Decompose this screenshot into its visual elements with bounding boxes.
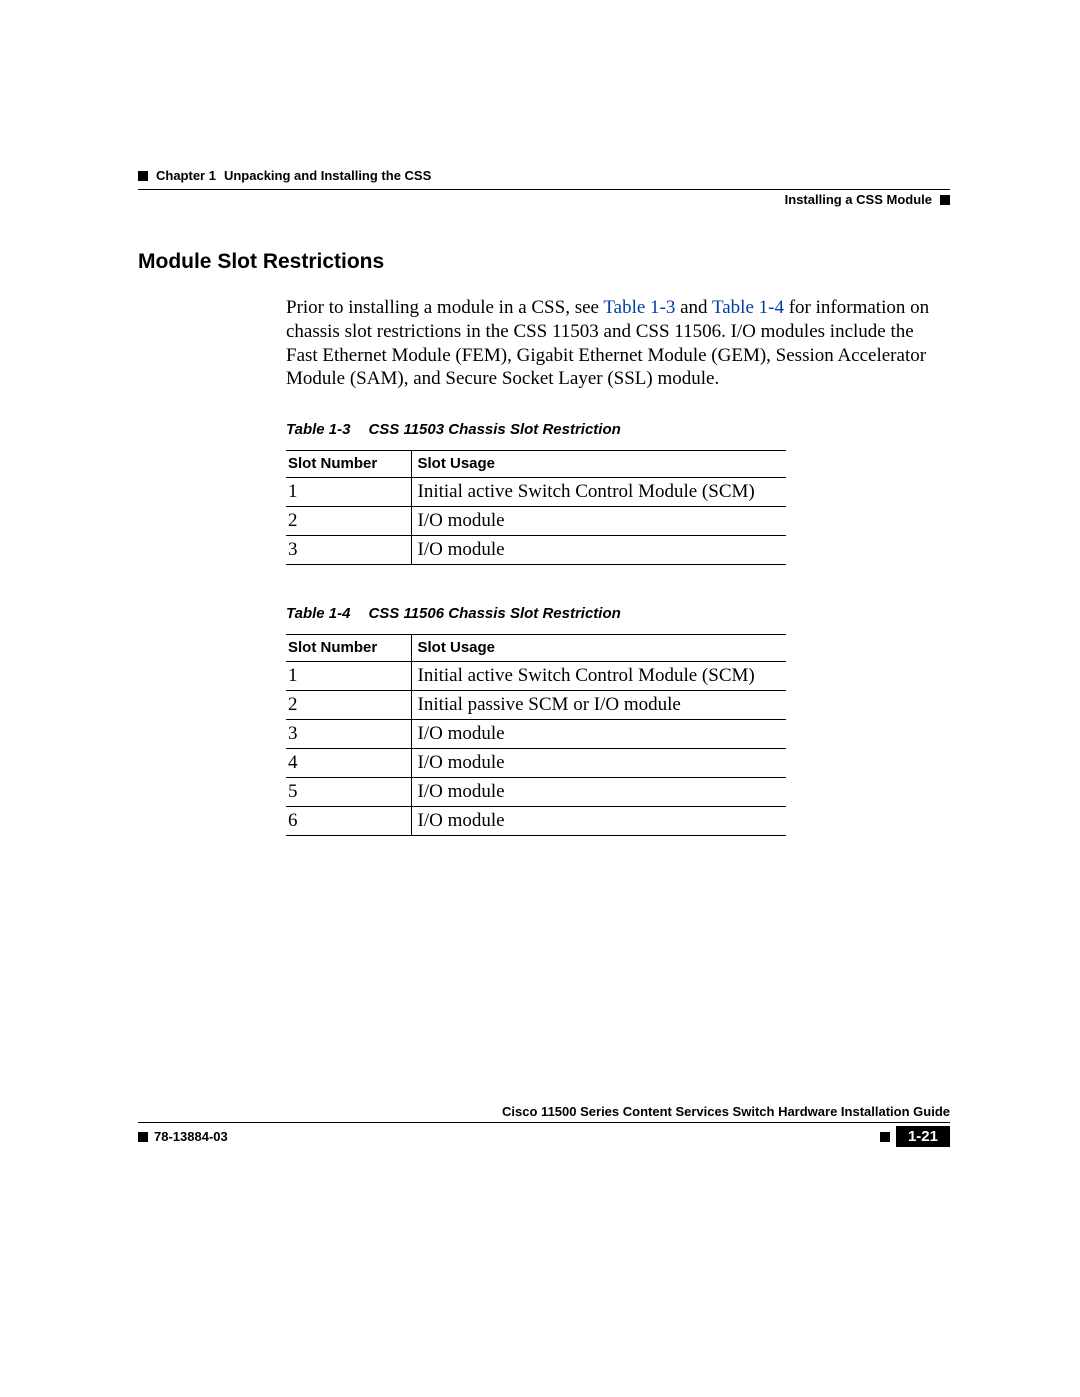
cell-slot-number: 1 — [286, 478, 411, 507]
header-rule — [138, 189, 950, 190]
link-table-1-3[interactable]: Table 1-3 — [603, 297, 675, 318]
table-header-row: Slot Number Slot Usage — [286, 635, 786, 662]
cell-slot-number: 2 — [286, 507, 411, 536]
table-row: 6I/O module — [286, 807, 786, 836]
table-number: Table 1-3 — [286, 421, 350, 438]
table-1-3-caption: Table 1-3 CSS 11503 Chassis Slot Restrict… — [286, 421, 950, 438]
header-marker-icon — [138, 171, 148, 181]
chapter-number: Chapter 1 — [156, 168, 216, 183]
col-slot-number: Slot Number — [286, 635, 411, 662]
cell-slot-number: 4 — [286, 749, 411, 778]
cell-slot-usage: I/O module — [411, 720, 786, 749]
link-table-1-4[interactable]: Table 1-4 — [712, 297, 784, 318]
table-caption-text: CSS 11503 Chassis Slot Restriction — [368, 421, 620, 438]
table-number: Table 1-4 — [286, 605, 350, 622]
table-1-3: Slot Number Slot Usage 1Initial active S… — [286, 450, 786, 565]
cell-slot-usage: I/O module — [411, 778, 786, 807]
table-1-4-caption: Table 1-4 CSS 11506 Chassis Slot Restrict… — [286, 605, 950, 622]
col-slot-usage: Slot Usage — [411, 635, 786, 662]
section-title: Module Slot Restrictions — [138, 250, 950, 274]
table-row: 2Initial passive SCM or I/O module — [286, 691, 786, 720]
table-header-row: Slot Number Slot Usage — [286, 451, 786, 478]
page-footer: Cisco 11500 Series Content Services Swit… — [138, 1104, 950, 1147]
cell-slot-number: 3 — [286, 536, 411, 565]
table-1-4-body: 1Initial active Switch Control Module (S… — [286, 662, 786, 836]
cell-slot-usage: Initial active Switch Control Module (SC… — [411, 478, 786, 507]
footer-marker-icon — [880, 1132, 890, 1142]
cell-slot-usage: Initial active Switch Control Module (SC… — [411, 662, 786, 691]
cell-slot-number: 1 — [286, 662, 411, 691]
table-row: 3I/O module — [286, 536, 786, 565]
table-row: 4I/O module — [286, 749, 786, 778]
table-row: 1Initial active Switch Control Module (S… — [286, 478, 786, 507]
footer-docnum: 78-13884-03 — [154, 1129, 228, 1144]
cell-slot-usage: I/O module — [411, 507, 786, 536]
table-1-4: Slot Number Slot Usage 1Initial active S… — [286, 634, 786, 836]
col-slot-number: Slot Number — [286, 451, 411, 478]
footer-rule — [138, 1122, 950, 1123]
cell-slot-usage: I/O module — [411, 536, 786, 565]
cell-slot-number: 3 — [286, 720, 411, 749]
section-name: Installing a CSS Module — [785, 192, 932, 207]
footer-marker-icon — [138, 1132, 148, 1142]
para-text: Prior to installing a module in a CSS, s… — [286, 297, 603, 318]
footer-book-title: Cisco 11500 Series Content Services Swit… — [138, 1104, 950, 1119]
header-marker-icon — [940, 195, 950, 205]
table-row: 5I/O module — [286, 778, 786, 807]
chapter-title: Unpacking and Installing the CSS — [224, 168, 431, 183]
cell-slot-usage: I/O module — [411, 749, 786, 778]
para-text: and — [675, 297, 712, 318]
table-row: 1Initial active Switch Control Module (S… — [286, 662, 786, 691]
cell-slot-usage: Initial passive SCM or I/O module — [411, 691, 786, 720]
table-caption-text: CSS 11506 Chassis Slot Restriction — [368, 605, 620, 622]
table-1-3-body: 1Initial active Switch Control Module (S… — [286, 478, 786, 565]
cell-slot-usage: I/O module — [411, 807, 786, 836]
col-slot-usage: Slot Usage — [411, 451, 786, 478]
table-row: 2I/O module — [286, 507, 786, 536]
page-header: Chapter 1 Unpacking and Installing the C… — [138, 168, 950, 207]
cell-slot-number: 6 — [286, 807, 411, 836]
cell-slot-number: 2 — [286, 691, 411, 720]
page-number: 1-21 — [896, 1126, 950, 1147]
cell-slot-number: 5 — [286, 778, 411, 807]
content-area: Module Slot Restrictions Prior to instal… — [138, 250, 950, 876]
table-row: 3I/O module — [286, 720, 786, 749]
intro-paragraph: Prior to installing a module in a CSS, s… — [286, 296, 950, 391]
